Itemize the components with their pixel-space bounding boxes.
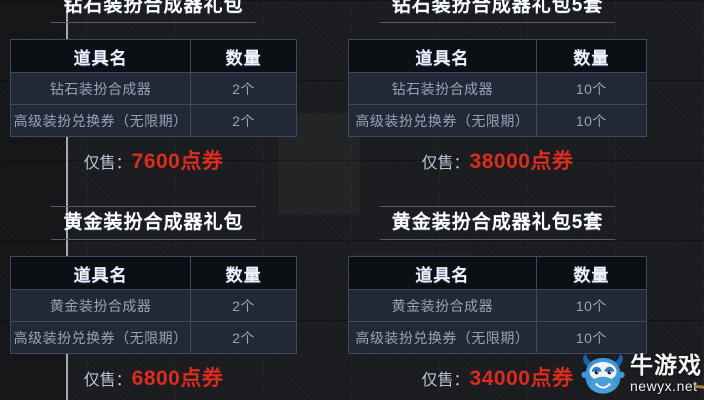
table-row: 钻石装扮合成器 10个 xyxy=(348,72,648,105)
price-line: 仅售：38000点券 xyxy=(348,145,647,175)
item-qty-cell: 10个 xyxy=(535,72,648,105)
table-header-row: 道具名 数量 xyxy=(348,256,648,290)
table-row: 高级装扮兑换券（无限期） 10个 xyxy=(348,104,648,137)
item-name-cell: 高级装扮兑换券（无限期） xyxy=(9,321,192,354)
items-table: 道具名 数量 钻石装扮合成器 2个 高级装扮兑换券（无限期） 2个 xyxy=(9,39,297,137)
item-name-cell: 高级装扮兑换券（无限期） xyxy=(348,321,537,354)
column-header-item: 道具名 xyxy=(348,39,537,73)
price-value: 34000点券 xyxy=(469,367,574,390)
price-label: 仅售： xyxy=(83,155,132,172)
price-value: 6800点券 xyxy=(131,367,224,390)
table-row: 钻石装扮合成器 2个 xyxy=(9,72,297,105)
price-value: 7600点券 xyxy=(131,150,224,173)
table-row: 高级装扮兑换券（无限期） 10个 xyxy=(348,321,648,354)
pack-section-gold-5: 黄金装扮合成器礼包5套 道具名 数量 黄金装扮合成器 10个 高级装扮兑换券（无… xyxy=(348,206,648,392)
items-table: 道具名 数量 钻石装扮合成器 10个 高级装扮兑换券（无限期） 10个 xyxy=(348,39,648,137)
item-name-cell: 高级装扮兑换券（无限期） xyxy=(9,104,192,137)
bull-head-icon xyxy=(581,354,625,394)
site-name: 牛游戏 xyxy=(630,352,702,378)
table-header-row: 道具名 数量 xyxy=(348,39,648,73)
items-table: 道具名 数量 黄金装扮合成器 2个 高级装扮兑换券（无限期） 2个 xyxy=(9,256,297,354)
table-row: 高级装扮兑换券（无限期） 2个 xyxy=(9,321,297,354)
table-row: 黄金装扮合成器 2个 xyxy=(9,289,297,322)
column-header-qty: 数量 xyxy=(190,256,297,290)
price-line: 仅售：34000点券 xyxy=(348,362,647,392)
pack-title: 黄金装扮合成器礼包5套 xyxy=(379,206,616,240)
item-name-cell: 钻石装扮合成器 xyxy=(9,72,192,105)
table-row: 高级装扮兑换券（无限期） 2个 xyxy=(9,104,297,137)
price-label: 仅售： xyxy=(421,155,470,172)
column-header-qty: 数量 xyxy=(190,39,297,73)
item-qty-cell: 2个 xyxy=(190,321,297,354)
item-name-cell: 黄金装扮合成器 xyxy=(348,289,537,322)
item-name-cell: 钻石装扮合成器 xyxy=(348,72,537,105)
item-qty-cell: 2个 xyxy=(190,289,297,322)
item-qty-cell: 10个 xyxy=(535,321,648,354)
item-qty-cell: 2个 xyxy=(190,72,297,105)
site-watermark: 牛游戏 newyx.net xyxy=(579,348,704,398)
column-header-item: 道具名 xyxy=(348,256,537,290)
item-qty-cell: 10个 xyxy=(535,289,648,322)
table-row: 黄金装扮合成器 10个 xyxy=(348,289,648,322)
price-label: 仅售： xyxy=(83,372,132,389)
column-header-item: 道具名 xyxy=(9,256,192,290)
pack-title: 钻石装扮合成器礼包5套 xyxy=(379,0,616,23)
pack-title: 黄金装扮合成器礼包 xyxy=(51,206,256,240)
pack-section-gold-1: 黄金装扮合成器礼包 道具名 数量 黄金装扮合成器 2个 高级装扮兑换券（无限期）… xyxy=(9,206,297,392)
column-header-item: 道具名 xyxy=(9,39,192,73)
pack-section-diamond-5: 钻石装扮合成器礼包5套 道具名 数量 钻石装扮合成器 10个 高级装扮兑换券（无… xyxy=(348,0,648,175)
item-qty-cell: 10个 xyxy=(535,104,648,137)
item-qty-cell: 2个 xyxy=(190,104,297,137)
table-header-row: 道具名 数量 xyxy=(9,256,297,290)
pack-title: 钻石装扮合成器礼包 xyxy=(51,0,256,23)
column-header-qty: 数量 xyxy=(535,39,648,73)
price-value: 38000点券 xyxy=(469,150,574,173)
price-line: 仅售：6800点券 xyxy=(10,362,297,392)
column-header-qty: 数量 xyxy=(535,256,648,290)
item-name-cell: 高级装扮兑换券（无限期） xyxy=(348,104,537,137)
table-header-row: 道具名 数量 xyxy=(9,39,297,73)
fold-line xyxy=(66,0,68,400)
watermark-text: 牛游戏 newyx.net xyxy=(630,348,702,394)
items-table: 道具名 数量 黄金装扮合成器 10个 高级装扮兑换券（无限期） 10个 xyxy=(348,256,648,354)
pack-section-diamond-1: 钻石装扮合成器礼包 道具名 数量 钻石装扮合成器 2个 高级装扮兑换券（无限期）… xyxy=(9,0,297,175)
price-label: 仅售： xyxy=(421,372,470,389)
site-url: newyx.net xyxy=(630,378,698,394)
price-line: 仅售：7600点券 xyxy=(10,145,297,175)
item-name-cell: 黄金装扮合成器 xyxy=(9,289,192,322)
